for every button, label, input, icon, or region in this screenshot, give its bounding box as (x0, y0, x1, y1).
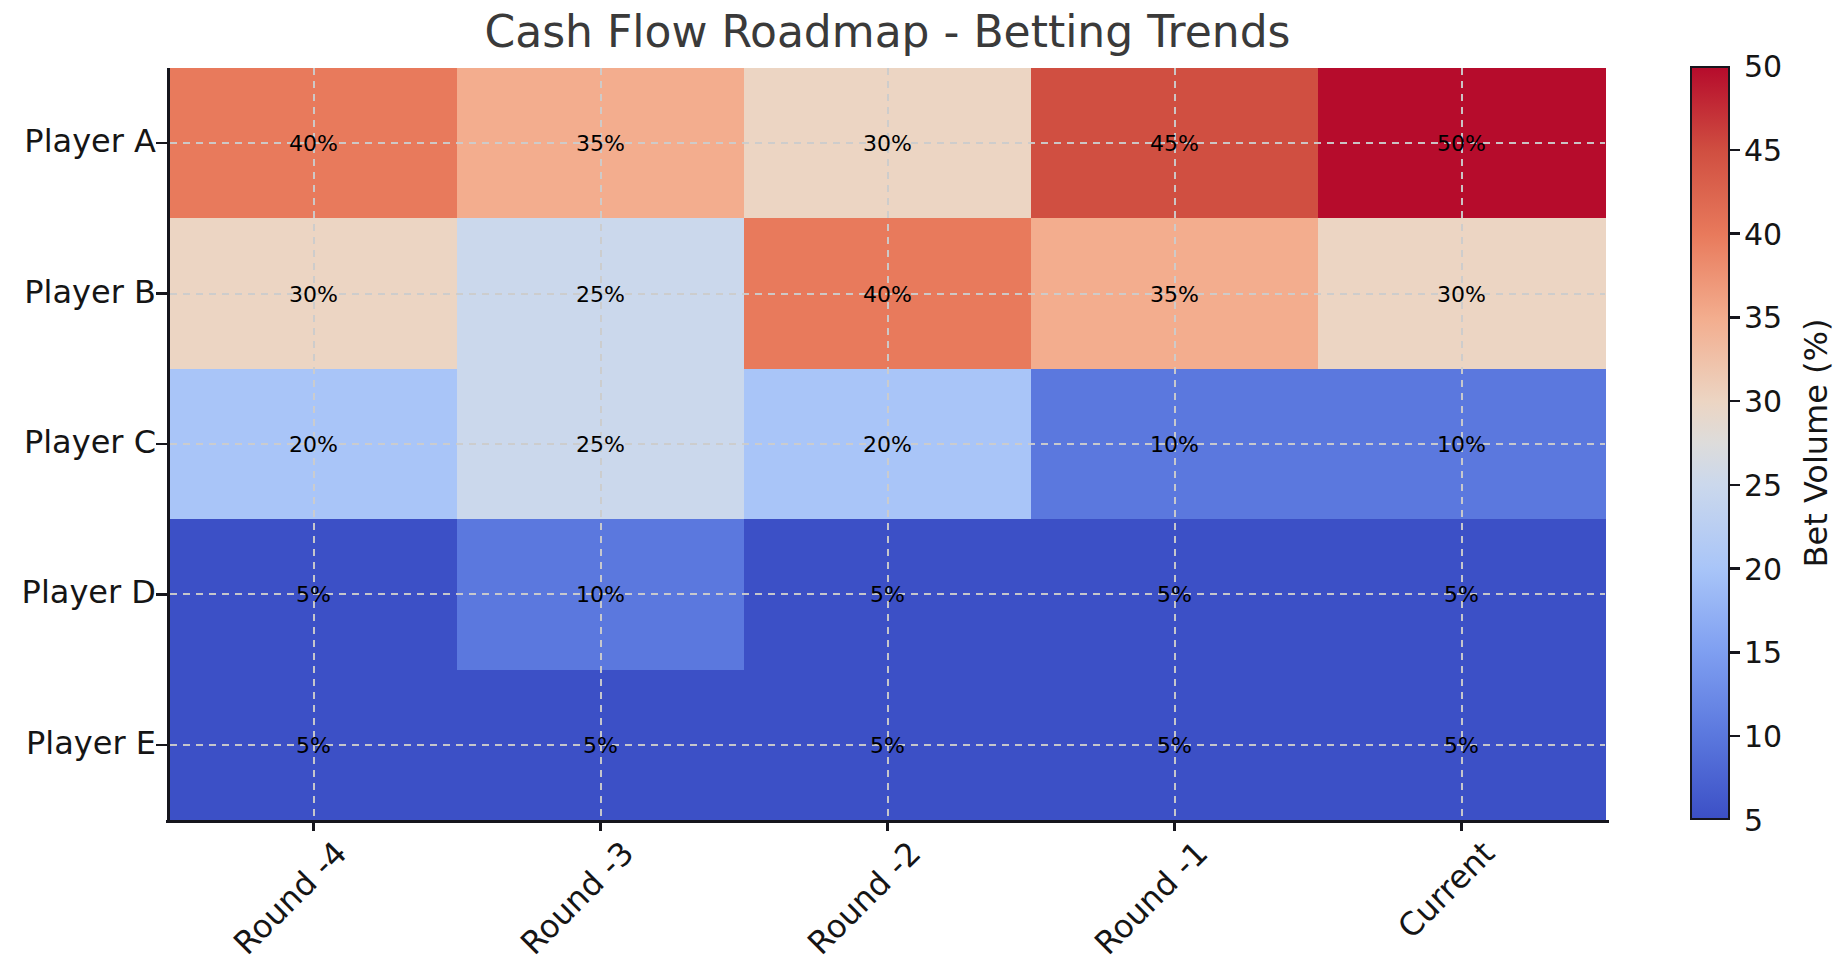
x-axis-tick-label: Current (1391, 834, 1503, 946)
x-axis-tick-label: Round -2 (800, 834, 928, 962)
cell-value-label: 5% (1157, 732, 1192, 757)
colorbar-tick (1730, 400, 1740, 403)
x-axis-tick (886, 823, 889, 831)
cell-value-label: 50% (1437, 131, 1486, 156)
y-axis-tick (156, 443, 167, 446)
x-axis-tick-label: Round -3 (513, 834, 641, 962)
colorbar-tick (1730, 316, 1740, 319)
colorbar-tick-label: 45 (1744, 132, 1782, 167)
cell-value-label: 25% (576, 432, 625, 457)
cell-value-label: 40% (289, 131, 338, 156)
cell-value-label: 5% (583, 732, 618, 757)
y-axis-tick-label: Player C (0, 423, 156, 461)
x-axis-tick-label: Round -1 (1087, 834, 1215, 962)
colorbar-tick (1730, 484, 1740, 487)
colorbar-tick-label: 15 (1744, 635, 1782, 670)
chart-title: Cash Flow Roadmap - Betting Trends (170, 6, 1605, 57)
x-axis-tick (312, 823, 315, 831)
left-spine (167, 68, 170, 822)
y-axis-tick (156, 593, 167, 596)
cell-value-label: 5% (296, 732, 331, 757)
cell-value-label: 5% (870, 732, 905, 757)
colorbar-tick-label: 10 (1744, 719, 1782, 754)
y-axis-tick-label: Player E (0, 724, 156, 762)
cell-value-label: 30% (1437, 281, 1486, 306)
x-axis-tick (599, 823, 602, 831)
cell-value-label: 10% (1437, 432, 1486, 457)
cell-value-label: 35% (1150, 281, 1199, 306)
y-axis-tick (156, 142, 167, 145)
x-axis-tick (1460, 823, 1463, 831)
colorbar-tick-label: 35 (1744, 300, 1782, 335)
x-axis-tick (1173, 823, 1176, 831)
plot-area: 40% 35% 30% 45% 50% 30% 25% 40% 35% 30% 20% 25% 20% 1… (170, 68, 1605, 820)
cell-value-label: 30% (863, 131, 912, 156)
cell-value-label: 30% (289, 281, 338, 306)
colorbar-tick-label: 40 (1744, 216, 1782, 251)
cell-value-label: 5% (1157, 582, 1192, 607)
cell-value-label: 45% (1150, 131, 1199, 156)
colorbar (1690, 66, 1730, 820)
cell-value-label: 35% (576, 131, 625, 156)
colorbar-title: Bet Volume (%) (1797, 319, 1835, 568)
heatmap-figure: Cash Flow Roadmap - Betting Trends 40% 35… (0, 0, 1845, 980)
cell-value-label: 5% (1444, 582, 1479, 607)
cell-value-label: 20% (289, 432, 338, 457)
y-axis-tick-label: Player B (0, 273, 156, 311)
cell-value-label: 40% (863, 281, 912, 306)
y-axis-tick-label: Player D (0, 573, 156, 611)
y-axis-tick-label: Player A (0, 122, 156, 160)
colorbar-tick-label: 50 (1744, 49, 1782, 84)
cell-value-label: 5% (296, 582, 331, 607)
cell-value-label: 10% (1150, 432, 1199, 457)
colorbar-tick-label: 30 (1744, 384, 1782, 419)
colorbar-tick (1730, 149, 1740, 152)
colorbar-tick (1730, 735, 1740, 738)
cell-value-label: 10% (576, 582, 625, 607)
colorbar-tick (1730, 232, 1740, 235)
colorbar-tick-label: 20 (1744, 551, 1782, 586)
colorbar-tick-label: 25 (1744, 467, 1782, 502)
colorbar-tick-label: 5 (1744, 803, 1763, 838)
colorbar-tick (1730, 651, 1740, 654)
cell-value-label: 5% (870, 582, 905, 607)
cell-value-label: 20% (863, 432, 912, 457)
y-axis-tick (156, 292, 167, 295)
colorbar-tick (1730, 567, 1740, 570)
x-axis-tick-label: Round -4 (226, 834, 354, 962)
cell-value-label: 5% (1444, 732, 1479, 757)
y-axis-tick (156, 744, 167, 747)
cell-value-label: 25% (576, 281, 625, 306)
